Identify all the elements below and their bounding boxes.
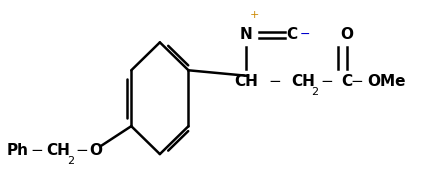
Text: OMe: OMe [367,74,406,89]
Text: −: − [75,143,88,158]
Text: O: O [341,27,354,42]
Text: 2: 2 [67,156,74,166]
Text: CH: CH [47,143,70,158]
Text: O: O [89,143,102,158]
Text: −: − [351,74,363,89]
Text: CH: CH [234,74,258,89]
Text: −: − [300,28,311,41]
Text: CH: CH [291,74,315,89]
Text: 2: 2 [311,87,319,97]
Text: C: C [342,74,353,89]
Text: −: − [269,74,282,89]
Text: +: + [250,10,259,20]
Text: Ph: Ph [7,143,29,158]
Text: N: N [239,27,252,42]
Text: −: − [30,143,43,158]
Text: −: − [320,74,333,89]
Text: C: C [286,27,298,42]
